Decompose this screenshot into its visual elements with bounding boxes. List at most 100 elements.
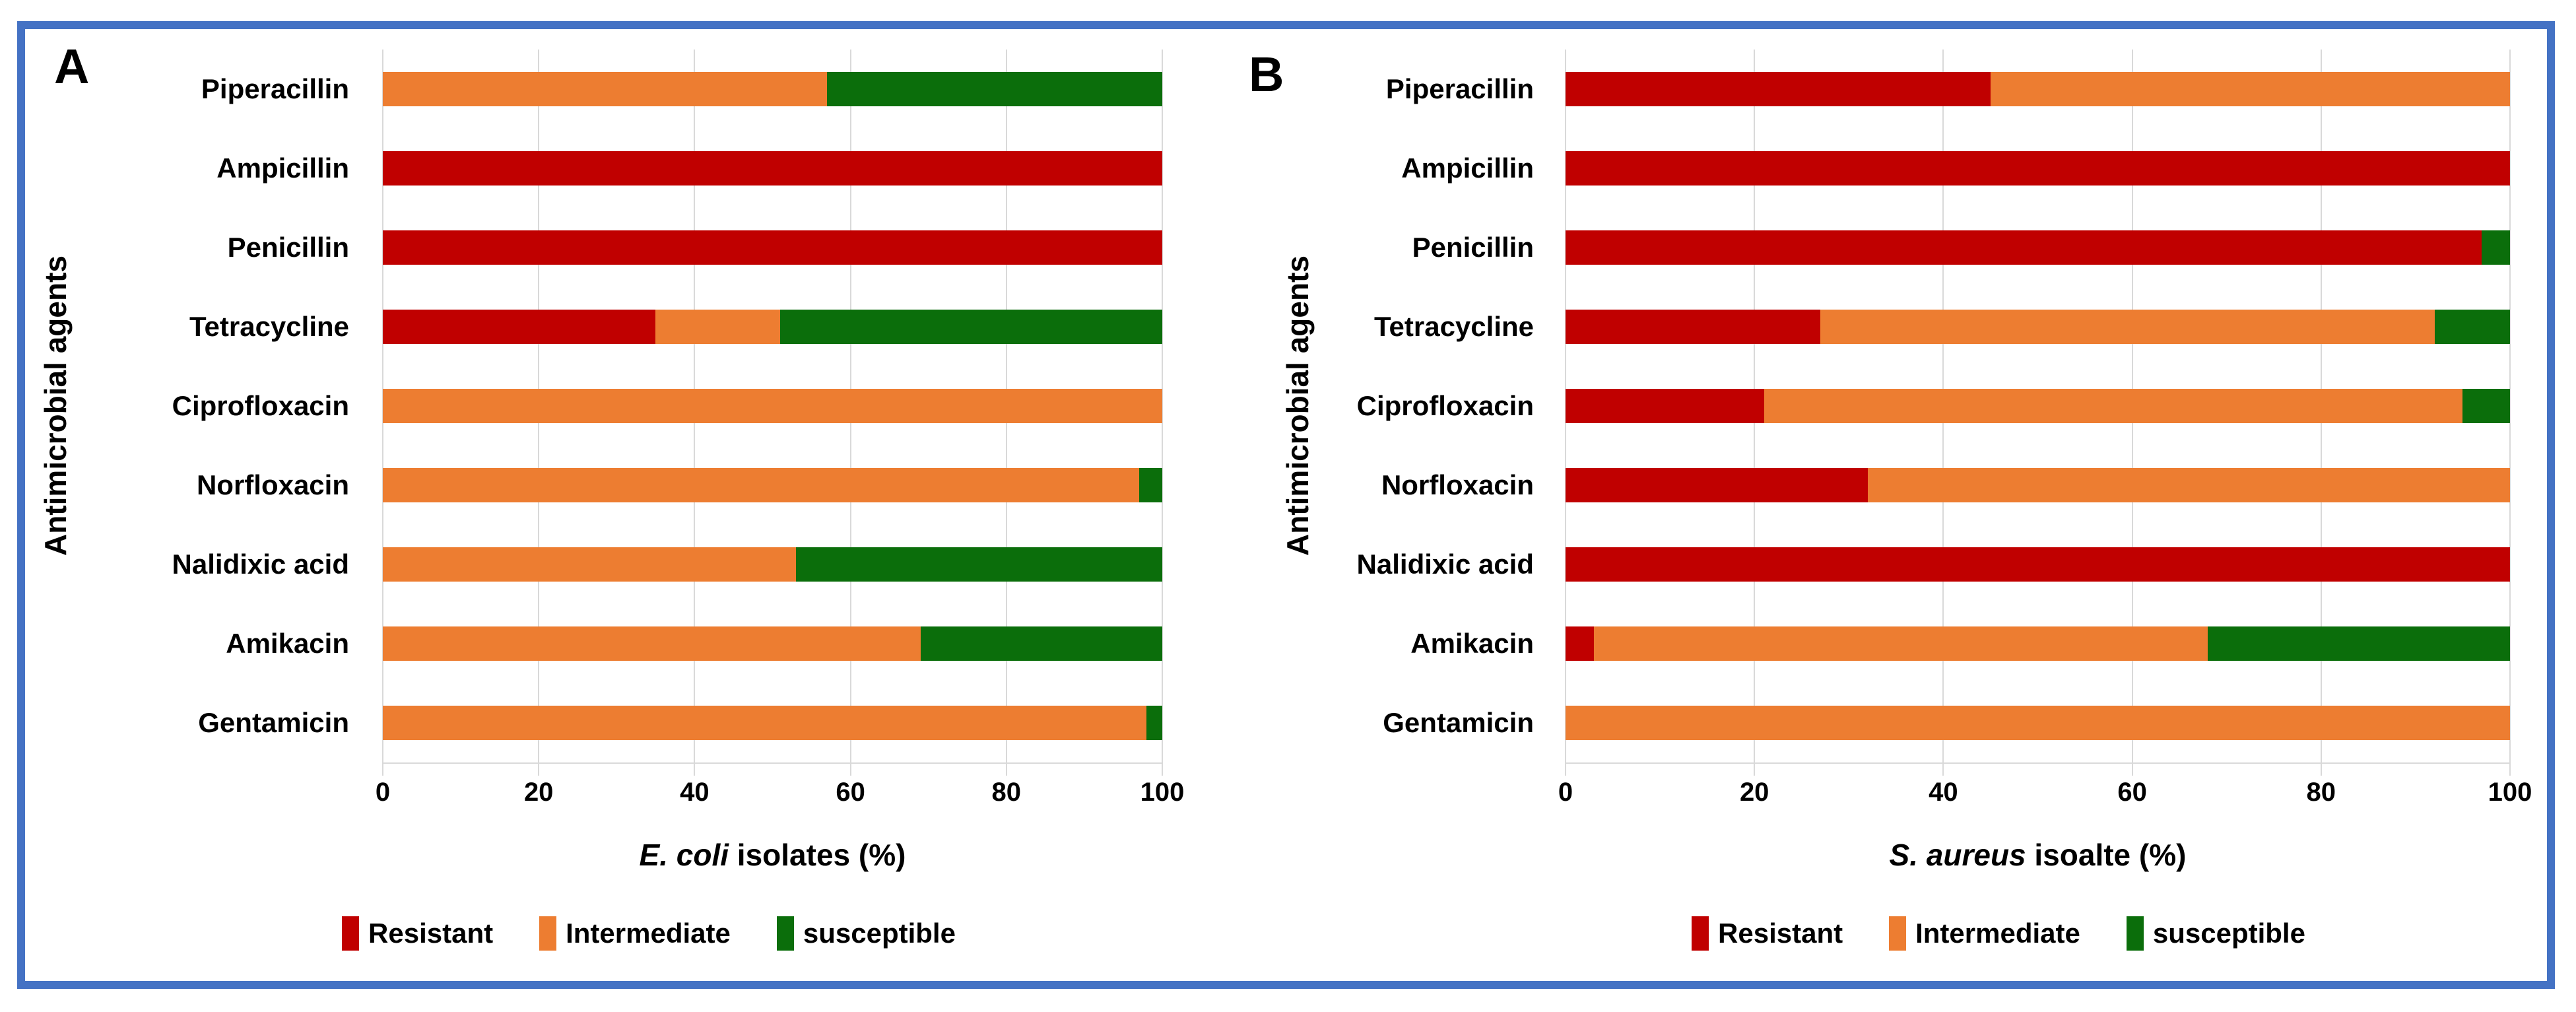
bar-row <box>383 129 1162 208</box>
x-tick-labels-a: 0 20 40 60 80 100 <box>376 778 1185 817</box>
category-label: Norfloxacin <box>196 469 349 500</box>
legend-swatch-intermediate <box>1889 916 1907 951</box>
bar-segment-resistant <box>1566 310 1821 344</box>
bar-segment-susceptible <box>2434 310 2510 344</box>
bar-segment-susceptible <box>2482 230 2510 265</box>
bar-segment-intermediate <box>1820 310 2435 344</box>
x-axis-line <box>383 762 1162 764</box>
legend-item-resistant: Resistant <box>1692 916 1843 951</box>
bar-segment-intermediate <box>383 706 1147 740</box>
x-tick-label: 0 <box>375 778 391 807</box>
bar-norfloxacin <box>383 468 1162 502</box>
legend-label: Intermediate <box>566 918 731 949</box>
bar-piperacillin <box>383 72 1162 106</box>
bar-row <box>1566 287 2510 366</box>
x-tick-label: 80 <box>991 778 1022 807</box>
bar-norfloxacin <box>1566 468 2510 502</box>
bar-row <box>1566 366 2510 446</box>
bar-gentamicin <box>1566 706 2510 740</box>
bar-tetracycline <box>383 310 1162 344</box>
gridline <box>2509 50 2511 776</box>
y-axis-title-a: Antimicrobial agents <box>38 255 73 557</box>
legend-b: Resistant Intermediate susceptible <box>1485 916 2512 951</box>
bar-segment-susceptible <box>1146 706 1162 740</box>
bar-row <box>383 604 1162 683</box>
bar-segment-intermediate <box>1566 706 2510 740</box>
bar-row <box>383 208 1162 287</box>
bar-row <box>383 366 1162 446</box>
bar-row <box>1566 129 2510 208</box>
bar-nalidixic-acid <box>383 547 1162 582</box>
category-label: Ciprofloxacin <box>172 390 349 421</box>
bar-row <box>1566 446 2510 525</box>
bar-row <box>1566 683 2510 762</box>
legend-item-intermediate: Intermediate <box>1889 916 2080 951</box>
bar-amikacin <box>1566 626 2510 661</box>
bar-gentamicin <box>383 706 1162 740</box>
x-axis-title-species: S. aureus <box>1889 838 2026 872</box>
bar-row <box>383 683 1162 762</box>
bar-row <box>1566 604 2510 683</box>
bar-segment-intermediate <box>1764 389 2463 423</box>
x-tick-label: 40 <box>1929 778 1958 807</box>
legend-swatch-resistant <box>342 916 360 951</box>
legend-item-intermediate: Intermediate <box>539 916 731 951</box>
bar-segment-intermediate <box>655 310 781 344</box>
x-tick-label: 80 <box>2306 778 2336 807</box>
bar-nalidixic-acid <box>1566 547 2510 582</box>
bar-ampicillin <box>1566 151 2510 186</box>
bar-row <box>383 525 1162 604</box>
category-label: Piperacillin <box>1385 73 1534 104</box>
bar-amikacin <box>383 626 1162 661</box>
category-label: Amikacin <box>226 628 349 659</box>
x-tick-label: 100 <box>1140 778 1185 807</box>
category-labels-a: Piperacillin Ampicillin Penicillin Tetracyc… <box>92 50 366 762</box>
panel-letter-b: B <box>1249 47 1284 102</box>
bar-segment-resistant <box>383 151 1162 186</box>
x-tick-label: 100 <box>2488 778 2532 807</box>
bar-segment-susceptible <box>1139 468 1162 502</box>
bar-segment-resistant <box>1566 468 1868 502</box>
legend-label: Resistant <box>1718 918 1843 949</box>
bar-segment-susceptible <box>2208 626 2510 661</box>
legend-label: susceptible <box>803 918 956 949</box>
bar-segment-susceptible <box>795 547 1162 582</box>
bar-segment-susceptible <box>827 72 1162 106</box>
bar-segment-resistant <box>1566 626 1594 661</box>
legend-swatch-intermediate <box>539 916 557 951</box>
gridline <box>1162 50 1163 776</box>
x-axis-title-species: E. coli <box>639 838 729 872</box>
bar-row <box>383 446 1162 525</box>
bar-segment-susceptible <box>780 310 1162 344</box>
panel-letter-a: A <box>54 39 90 94</box>
x-tick-label: 20 <box>523 778 554 807</box>
bar-row <box>1566 208 2510 287</box>
category-label: Penicillin <box>1412 232 1534 263</box>
bar-segment-intermediate <box>383 72 828 106</box>
bar-segment-susceptible <box>2462 389 2510 423</box>
bar-segment-intermediate <box>383 626 921 661</box>
legend-item-susceptible: susceptible <box>776 916 956 951</box>
category-label: Ampicillin <box>1401 152 1534 184</box>
bar-penicillin <box>1566 230 2510 265</box>
bar-segment-resistant <box>1566 151 2510 186</box>
bar-segment-intermediate <box>383 547 796 582</box>
category-labels-b: Piperacillin Ampicillin Penicillin Tetracyc… <box>1327 50 1551 762</box>
x-tick-labels-b: 0 20 40 60 80 100 <box>1558 778 2532 817</box>
bar-ciprofloxacin <box>383 389 1162 423</box>
x-axis-title-a: E. coli isolates (%) <box>383 837 1162 873</box>
bar-segment-intermediate <box>1990 72 2510 106</box>
legend-item-resistant: Resistant <box>342 916 493 951</box>
bar-row <box>383 50 1162 129</box>
x-axis-title-text: isolates (%) <box>729 838 906 872</box>
legend-label: Intermediate <box>1915 918 2080 949</box>
bar-row <box>1566 525 2510 604</box>
bar-penicillin <box>383 230 1162 265</box>
plot-area-a <box>382 50 1163 776</box>
bar-segment-resistant <box>383 310 656 344</box>
x-axis-line <box>1566 762 2510 764</box>
legend-swatch-resistant <box>1692 916 1709 951</box>
bar-segment-resistant <box>383 230 1162 265</box>
bar-segment-intermediate <box>383 389 1162 423</box>
